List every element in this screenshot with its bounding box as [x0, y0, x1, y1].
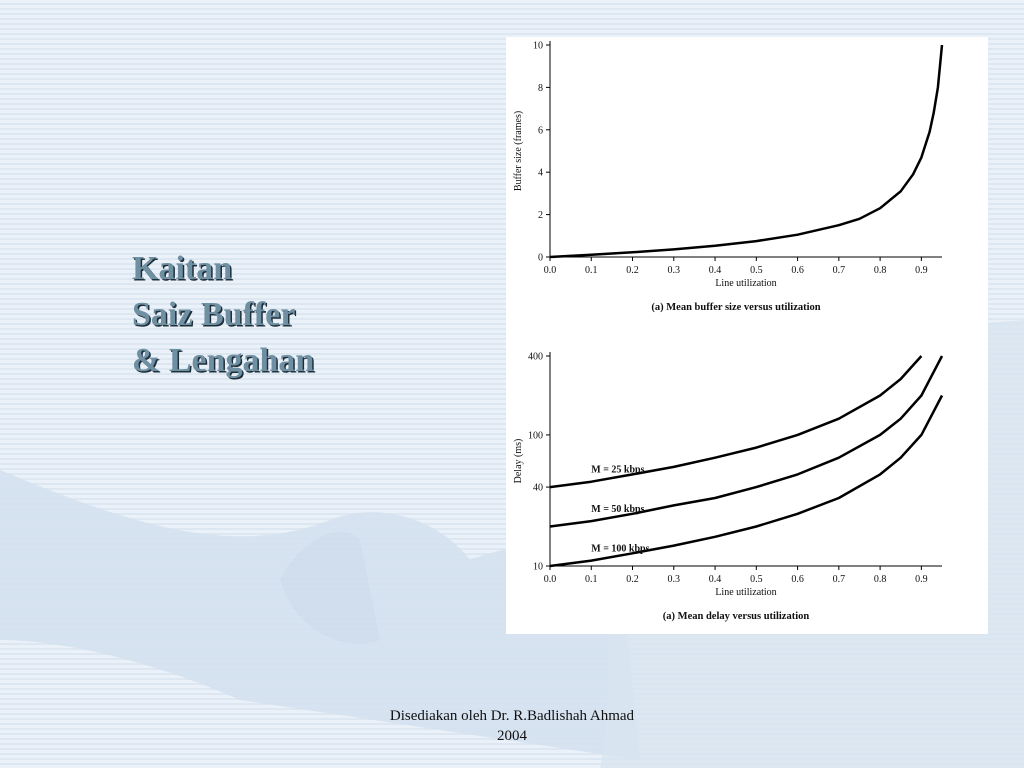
slide-title: Kaitan Saiz Buffer & Lengahan	[132, 246, 314, 384]
x-axis-label: Line utilization	[715, 587, 776, 598]
footer-year: 2004	[497, 728, 527, 744]
y-tick-label: 6	[538, 125, 543, 136]
chart-caption: (a) Mean buffer size versus utilization	[651, 302, 820, 313]
chart-caption: (a) Mean delay versus utilization	[663, 611, 810, 622]
y-tick-label: 0	[538, 253, 543, 264]
x-tick-label: 0.1	[585, 574, 598, 585]
x-tick-label: 0.3	[668, 574, 681, 585]
figure-panel: 0.0 0.1 0.2 0.3 0.4 0.5 0.6 0.7 0.8 0.9 0 2 4 6 8 10 Lin…	[506, 37, 988, 634]
series-line-1	[549, 355, 923, 489]
x-tick-label: 0.5	[750, 265, 763, 276]
series-line-2	[549, 355, 944, 528]
y-axis-label: Delay (ms)	[513, 439, 524, 484]
x-tick-label: 0.2	[626, 265, 639, 276]
series-label-3: M = 100 kbps	[591, 544, 649, 555]
delay-chart: 0.0 0.1 0.2 0.3 0.4 0.5 0.6 0.7 0.8 0.9 10 40 100 400…	[513, 352, 944, 622]
series-line-1	[549, 44, 944, 259]
y-tick-label: 4	[538, 168, 543, 179]
series-label-2: M = 50 kbps	[591, 504, 644, 515]
y-tick-label: 10	[533, 562, 543, 573]
title-line-3: & Lengahan	[132, 342, 315, 379]
x-tick-label: 0.4	[709, 574, 722, 585]
x-tick-label: 0.0	[544, 265, 557, 276]
footer-author: Disediakan oleh Dr. R.Badlishah Ahmad	[389, 708, 635, 724]
x-tick-label: 0.0	[544, 574, 557, 585]
y-axis-label: Buffer size (frames)	[513, 111, 524, 191]
series-line-3	[549, 394, 944, 568]
x-tick-label: 0.7	[833, 574, 846, 585]
x-tick-label: 0.9	[915, 265, 928, 276]
y-tick-label: 400	[528, 352, 543, 363]
x-tick-label: 0.9	[915, 574, 928, 585]
buffer-size-chart: 0.0 0.1 0.2 0.3 0.4 0.5 0.6 0.7 0.8 0.9 0 2 4 6 8 10 Lin…	[513, 41, 944, 313]
x-tick-label: 0.6	[791, 574, 804, 585]
x-tick-label: 0.6	[791, 265, 804, 276]
title-line-2: Saiz Buffer	[132, 296, 296, 333]
y-tick-label: 8	[538, 83, 543, 94]
series-label-1: M = 25 kbps	[591, 465, 644, 476]
x-tick-label: 0.8	[874, 574, 887, 585]
x-tick-label: 0.7	[833, 265, 846, 276]
background-finger-shape	[280, 532, 380, 644]
y-tick-label: 2	[538, 210, 543, 221]
x-tick-label: 0.4	[709, 265, 722, 276]
y-tick-label: 40	[533, 483, 543, 494]
x-tick-label: 0.3	[668, 265, 681, 276]
slide-footer: Disediakan oleh Dr. R.Badlishah Ahmad 20…	[312, 706, 712, 746]
x-tick-label: 0.5	[750, 574, 763, 585]
y-tick-label: 10	[533, 41, 543, 52]
x-tick-label: 0.2	[626, 574, 639, 585]
x-tick-label: 0.1	[585, 265, 598, 276]
title-line-1: Kaitan	[132, 250, 233, 287]
x-tick-label: 0.8	[874, 265, 887, 276]
y-tick-label: 100	[528, 430, 543, 441]
x-axis-label: Line utilization	[715, 278, 776, 289]
